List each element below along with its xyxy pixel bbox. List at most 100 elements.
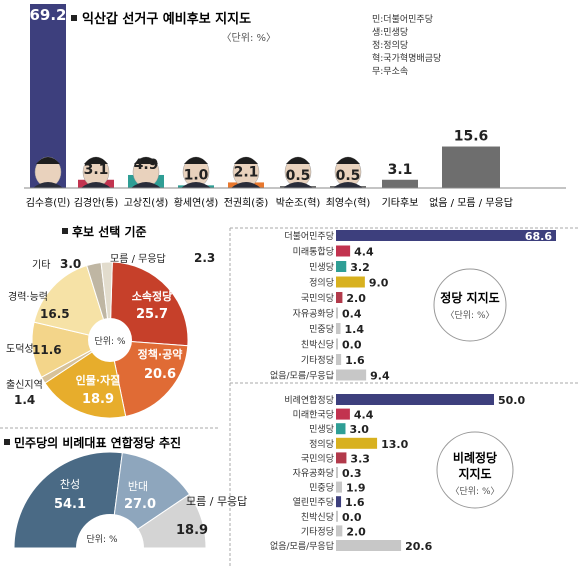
party-bar bbox=[336, 230, 556, 241]
candidate-hair bbox=[234, 157, 258, 164]
party-label: 열린민주당 bbox=[293, 497, 334, 508]
pie-slice-label: 기타 bbox=[32, 259, 50, 271]
candidate-name-label: 최영수(혁) bbox=[326, 197, 371, 209]
pie-slice-value: 11.6 bbox=[32, 343, 62, 357]
pie-slice-value: 16.5 bbox=[40, 307, 70, 321]
party-bar bbox=[336, 540, 402, 551]
party-value-label: 0.0 bbox=[342, 511, 362, 524]
candidate-value-label: 0.5 bbox=[336, 168, 361, 184]
candidate-value-label: 69.2 bbox=[29, 6, 66, 24]
party-bars: 더불어민주당 68.6 미래통합당 4.4 민생당 3.2 정의당 9.0 국민의당 2.0 자유공… bbox=[270, 230, 556, 383]
pie-slice-label: 찬성 bbox=[60, 477, 80, 491]
party-value-label: 4.4 bbox=[354, 409, 374, 422]
party-bar bbox=[336, 354, 342, 365]
party-label: 자유공화당 bbox=[293, 309, 334, 320]
candidate-value-label: 2.1 bbox=[234, 164, 259, 180]
party-value-label: 2.0 bbox=[346, 525, 366, 538]
party-value-label: 3.2 bbox=[350, 261, 370, 274]
party-bar bbox=[336, 276, 365, 288]
candidate-hair bbox=[286, 157, 310, 164]
candidate-name-label: 박순조(혁) bbox=[276, 197, 321, 209]
pie-slice-value: 25.7 bbox=[136, 307, 168, 322]
pie-slice-label: 모름 / 무응답 bbox=[110, 253, 166, 265]
candidate-suit bbox=[231, 182, 261, 188]
party-value-label: 1.9 bbox=[346, 482, 366, 495]
title-bullet bbox=[4, 439, 10, 445]
candidate-suit bbox=[33, 182, 63, 188]
party-value-label: 4.4 bbox=[354, 246, 374, 259]
party-bar bbox=[336, 292, 343, 303]
pie-slice-label: 소속정당 bbox=[132, 289, 172, 303]
pie-slice-value: 2.3 bbox=[194, 251, 215, 265]
pie-slice-label: 정책·공약 bbox=[138, 347, 183, 361]
candidate-suit bbox=[283, 182, 313, 188]
criteria-pie-title: 후보 선택 기준 bbox=[72, 224, 147, 239]
coalition-pie: 민주당의 비례대표 연합정당 추진 단위: % 찬성 54.1 반대 27.0 모름 / … bbox=[0, 427, 247, 567]
party-bar bbox=[336, 245, 351, 257]
candidate-hair bbox=[36, 157, 60, 164]
candidate-value-label: 3.1 bbox=[84, 162, 109, 178]
party-value-label: 13.0 bbox=[381, 438, 408, 451]
party-label: 정의당 bbox=[309, 278, 334, 289]
candidate-hair bbox=[336, 157, 360, 164]
legend-entry: 민:더불어민주당 bbox=[372, 14, 433, 25]
criteria-pie-slices: 단위: % 소속정당 25.7 정책·공약 20.6 인물·자질 18.9 출신지역 1.4 도덕… bbox=[6, 251, 215, 419]
pie-slice bbox=[33, 264, 111, 341]
party-label: 더불어민주당 bbox=[284, 231, 334, 242]
candidate-value-label: 3.1 bbox=[388, 162, 413, 178]
party-label: 기타정당 bbox=[301, 526, 334, 537]
party-value-label: 0.3 bbox=[342, 467, 362, 480]
prop-party-chart: 비례연합정당 50.0 미래한국당 4.4 민생당 3.0 정의당 13.0 국민의당 3.3 자유… bbox=[230, 382, 580, 553]
candidate-suit bbox=[81, 182, 111, 188]
pie-slice-value: 20.6 bbox=[144, 367, 176, 382]
pie-slice-value: 1.4 bbox=[14, 393, 35, 407]
party-label: 친박신당 bbox=[301, 512, 334, 523]
party-value-label: 2.0 bbox=[346, 292, 366, 305]
party-bar bbox=[336, 307, 338, 319]
title-bullet bbox=[62, 228, 68, 234]
pie-unit: 단위: % bbox=[86, 534, 117, 545]
party-label: 기타정당 bbox=[301, 355, 334, 366]
party-label: 없음/모름/무응답 bbox=[270, 540, 334, 552]
legend-entry: 혁:국가혁명배금당 bbox=[372, 53, 441, 64]
candidate-value-label: 1.0 bbox=[184, 167, 209, 183]
prop-chart-title-line1: 비례정당 bbox=[453, 450, 497, 465]
pie-slice-label: 반대 bbox=[128, 480, 148, 493]
party-bar bbox=[336, 338, 338, 350]
legend-entry: 생:민생당 bbox=[372, 27, 408, 38]
party-chart-title: 정당 지지도 bbox=[440, 290, 499, 305]
party-bar bbox=[336, 525, 343, 537]
party-value-label: 1.6 bbox=[345, 354, 365, 367]
candidate-chart-title: 익산갑 선거구 예비후보 지지도 bbox=[82, 11, 251, 27]
party-label: 자유공화당 bbox=[293, 468, 334, 479]
candidate-hair bbox=[134, 157, 158, 164]
pie-slice bbox=[109, 339, 189, 417]
candidate-name-label: 기타후보 bbox=[382, 197, 419, 209]
party-value-label: 3.3 bbox=[350, 452, 370, 465]
party-label: 국민의당 bbox=[301, 293, 334, 304]
pie-slice bbox=[109, 261, 189, 347]
candidate-bar bbox=[442, 146, 500, 188]
pie-hole bbox=[76, 514, 144, 567]
candidate-value-label: 15.6 bbox=[454, 129, 489, 145]
candidate-name-label: 전권희(중) bbox=[224, 197, 269, 209]
pie-slice-label: 경력·능력 bbox=[8, 290, 48, 303]
pie-unit: 단위: % bbox=[94, 336, 125, 347]
party-value-label: 1.6 bbox=[345, 496, 365, 509]
party-bar bbox=[336, 369, 367, 381]
criteria-pie: 후보 선택 기준 단위: % 소속정당 25.7 정책·공약 20.6 인물·자질 18.9… bbox=[6, 224, 215, 419]
title-bullet bbox=[71, 15, 77, 21]
pie-slice-value: 54.1 bbox=[54, 497, 86, 512]
party-value-label: 50.0 bbox=[498, 394, 525, 407]
party-bar bbox=[336, 394, 494, 405]
party-bar bbox=[336, 496, 342, 508]
coalition-pie-title: 민주당의 비례대표 연합정당 추진 bbox=[14, 435, 181, 450]
party-bar bbox=[336, 467, 338, 478]
pie-slice-label: 도덕성 bbox=[6, 343, 34, 355]
party-value-label: 0.0 bbox=[342, 339, 362, 352]
candidate-name-label: 고상진(생) bbox=[124, 197, 169, 209]
party-bar bbox=[336, 261, 347, 272]
party-bar bbox=[336, 481, 343, 493]
